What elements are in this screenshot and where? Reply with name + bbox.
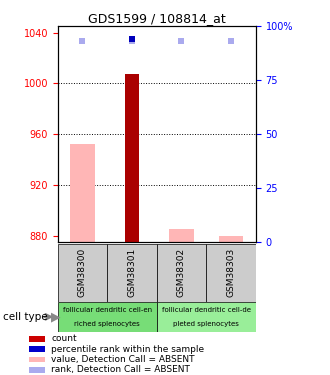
Bar (124, 75, 139, 242)
Bar (58, 244, 107, 302)
Bar (29, 367, 45, 373)
Text: cell type: cell type (3, 312, 48, 322)
Bar (29, 346, 45, 352)
Bar (157, 302, 256, 332)
Text: GSM38300: GSM38300 (78, 248, 87, 297)
Bar (29, 336, 45, 342)
Text: ▶: ▶ (51, 310, 61, 323)
Text: rank, Detection Call = ABSENT: rank, Detection Call = ABSENT (51, 365, 190, 374)
Bar (58, 302, 157, 332)
Title: GDS1599 / 108814_at: GDS1599 / 108814_at (88, 12, 226, 25)
Bar (169, 229, 194, 242)
Text: riched splenocytes: riched splenocytes (74, 321, 140, 327)
Bar (157, 244, 206, 302)
Text: follicular dendritic cell-de: follicular dendritic cell-de (162, 307, 251, 313)
Text: follicular dendritic cell-en: follicular dendritic cell-en (63, 307, 152, 313)
Text: pleted splenocytes: pleted splenocytes (173, 321, 239, 327)
Text: value, Detection Call = ABSENT: value, Detection Call = ABSENT (51, 355, 195, 364)
Bar (29, 357, 45, 362)
Bar (218, 236, 243, 242)
Bar (70, 144, 95, 242)
Text: GSM38303: GSM38303 (226, 248, 236, 297)
Text: count: count (51, 334, 77, 344)
Text: GSM38302: GSM38302 (177, 248, 186, 297)
Text: percentile rank within the sample: percentile rank within the sample (51, 345, 205, 354)
Text: GSM38301: GSM38301 (127, 248, 137, 297)
Bar (206, 244, 256, 302)
Bar (107, 244, 157, 302)
